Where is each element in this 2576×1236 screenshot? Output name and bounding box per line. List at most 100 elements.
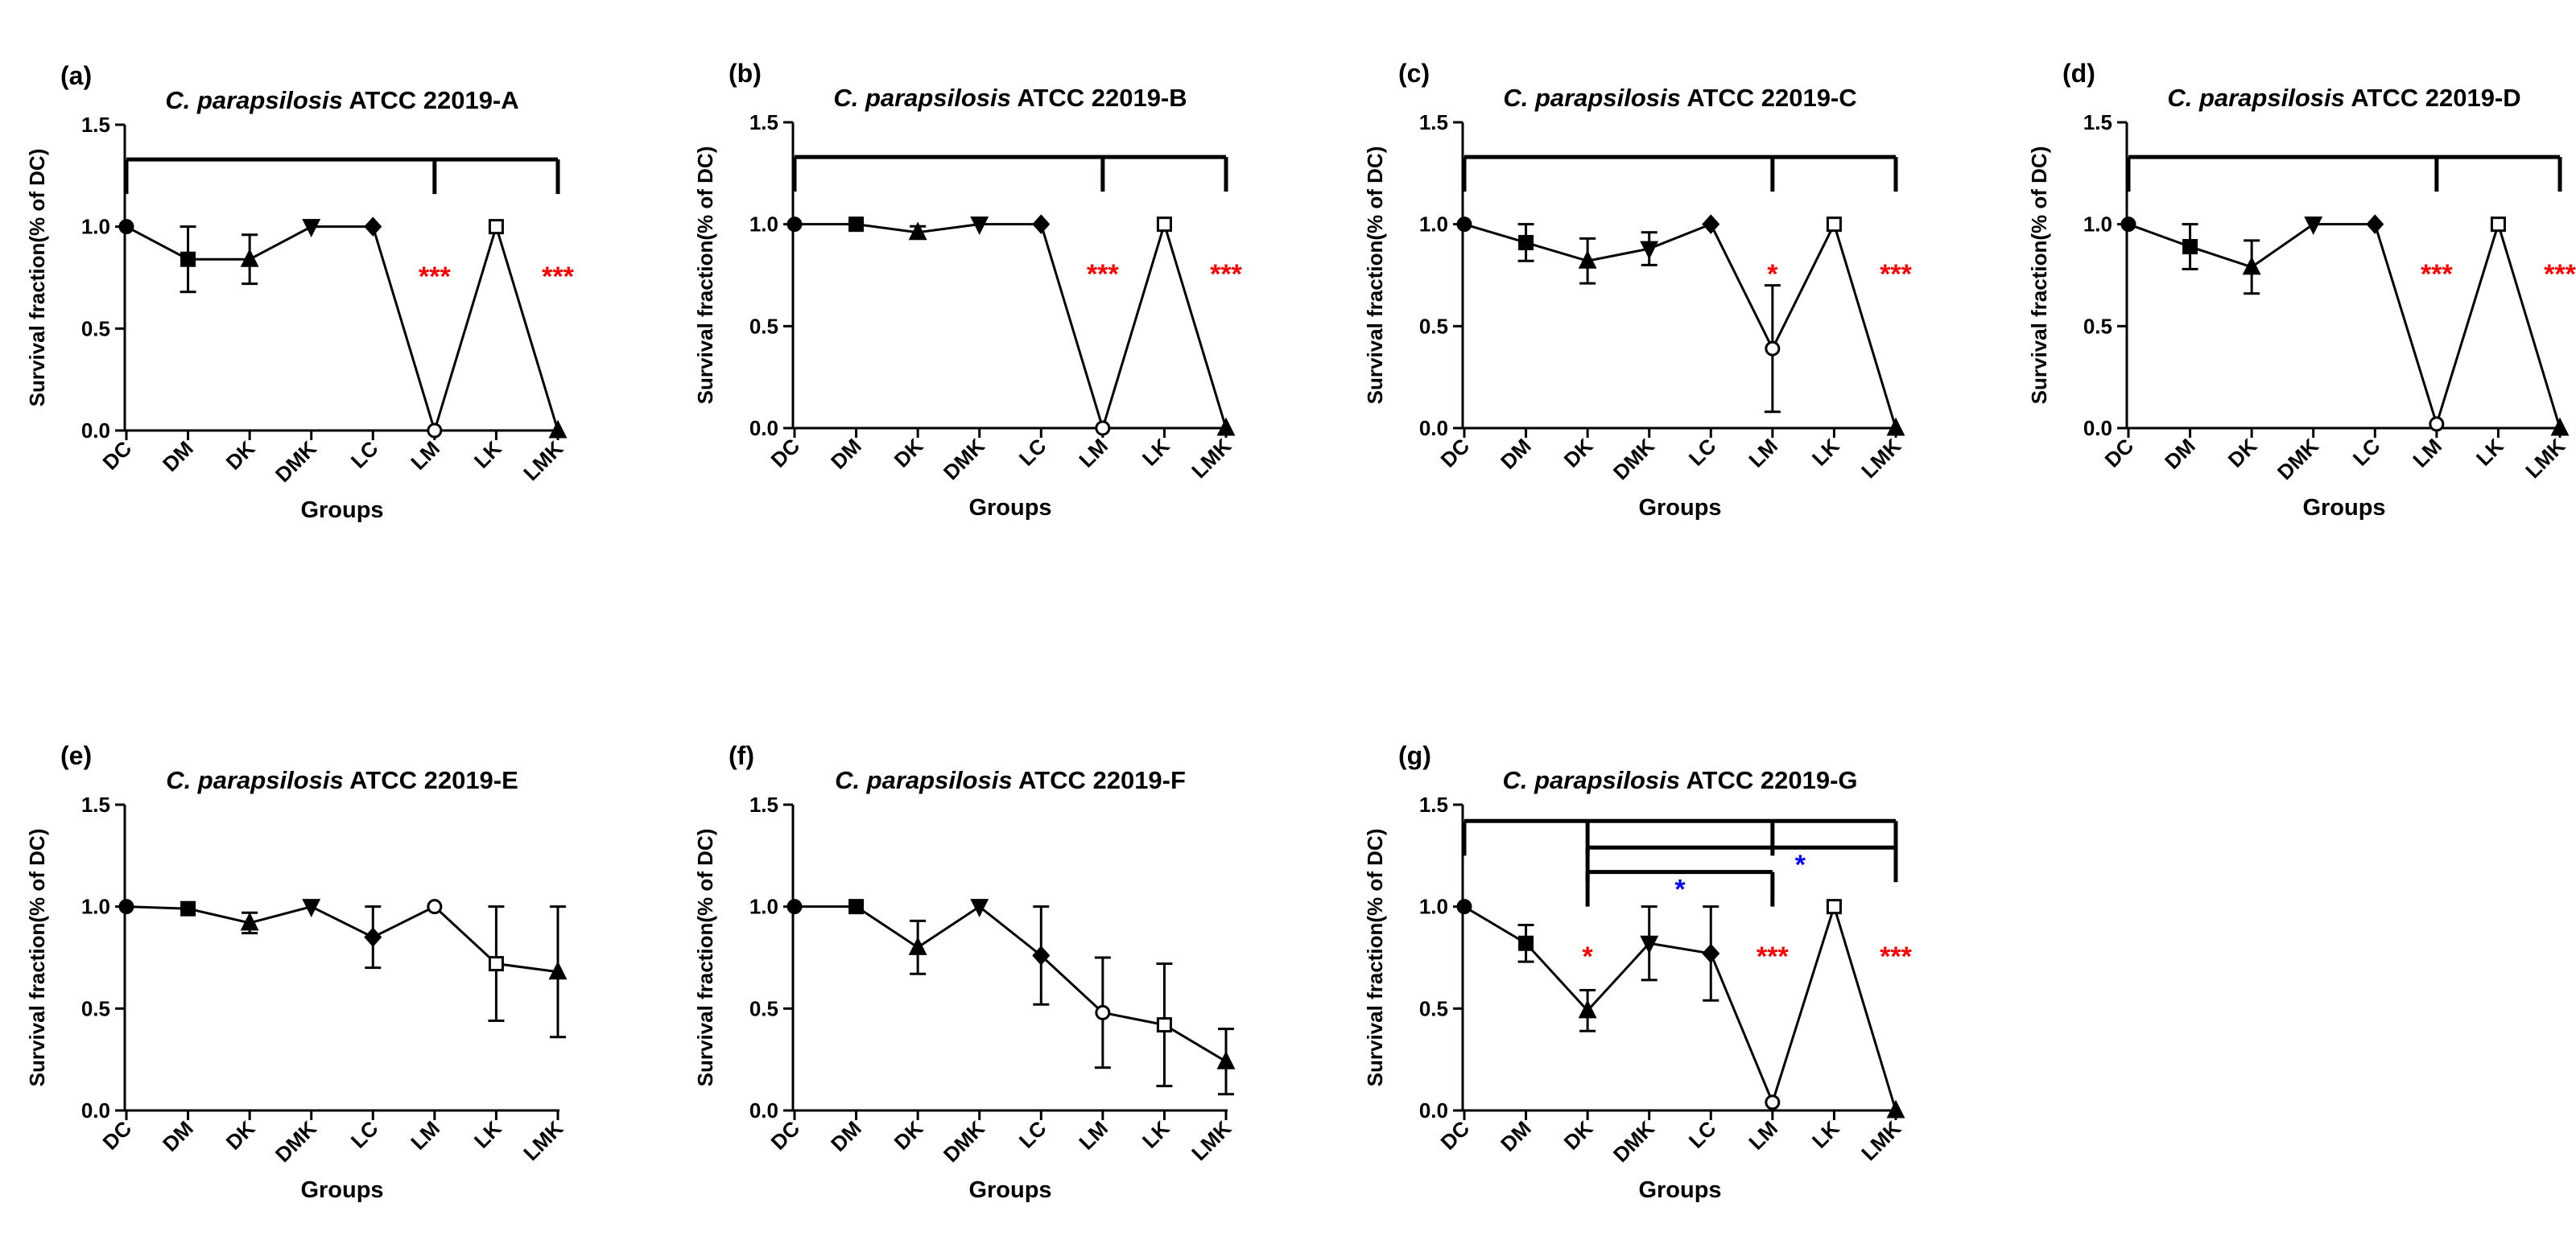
- x-tick-label: DM: [826, 1116, 866, 1156]
- x-tick-label: LC: [2348, 434, 2385, 471]
- y-axis-title: Survival fraction(% of DC): [693, 146, 717, 405]
- data-point-dc: [2120, 216, 2136, 233]
- y-axis-title: Survival fraction(% of DC): [25, 829, 49, 1087]
- x-tick-label: DMK: [939, 434, 989, 484]
- x-tick-label: LC: [346, 1116, 383, 1153]
- x-tick-label: LK: [1807, 1116, 1844, 1153]
- data-point-lc: [1032, 946, 1051, 966]
- chart-title-species: C. parapsilosis: [833, 84, 1011, 112]
- data-point-dm: [1518, 234, 1534, 250]
- data-point-dmk: [2304, 216, 2323, 236]
- x-tick-label: LK: [1137, 434, 1174, 471]
- chart-panel-2: (b) C. parapsilosis ATCC 22019-B 0.0 0.5 1.0…: [693, 59, 1243, 521]
- x-tick-label: LK: [469, 436, 506, 473]
- data-point-dmk: [1640, 935, 1659, 954]
- y-tick-label: 1.5: [1419, 110, 1448, 134]
- chart-panel-5: (e) C. parapsilosis ATCC 22019-E 0.0 0.5 1.0…: [25, 741, 568, 1203]
- x-tick-label: DM: [1496, 1116, 1536, 1156]
- significance-star: *: [1674, 874, 1686, 904]
- data-point-lk: [1156, 1017, 1172, 1033]
- panel-label: (e): [60, 741, 92, 770]
- x-tick-label: LC: [1014, 434, 1051, 471]
- data-line: [126, 222, 559, 435]
- chart-panel-6: (f) C. parapsilosis ATCC 22019-F 0.0 0.5 1.0…: [693, 741, 1236, 1203]
- x-tick-label: LM: [1744, 434, 1782, 472]
- y-tick-label: 0.0: [1419, 416, 1448, 440]
- data-point-dk: [240, 912, 259, 931]
- x-tick-label: DM: [2160, 434, 2200, 474]
- data-point-dm: [2182, 239, 2198, 255]
- chart-title: C. parapsilosis ATCC 22019-A: [165, 86, 518, 114]
- significance-star: ***: [1210, 259, 1242, 290]
- data-point-lmk: [1886, 417, 1905, 436]
- data-point-dmk: [970, 899, 989, 918]
- data-point-lk: [1156, 216, 1172, 233]
- data-point-dm: [180, 251, 196, 267]
- chart-title-strain-suffix: D: [2503, 84, 2520, 112]
- data-point-lc: [364, 927, 382, 947]
- chart-title-strain-prefix: ATCC 22019-: [1680, 766, 1838, 794]
- data-point-dc: [786, 899, 803, 915]
- y-tick-label: 0.5: [749, 996, 778, 1020]
- data-point-lm: [2429, 416, 2445, 432]
- significance-star: ***: [1087, 259, 1119, 290]
- chart-title: C. parapsilosis ATCC 22019-D: [2167, 84, 2520, 112]
- y-tick-label: 0.5: [1419, 996, 1448, 1020]
- significance-star: *: [1767, 259, 1778, 290]
- panel-label: (g): [1398, 741, 1431, 770]
- y-tick-label: 1.0: [749, 895, 778, 919]
- x-tick-label: LMK: [1187, 1116, 1236, 1165]
- data-point-dmk: [302, 899, 321, 918]
- y-tick-label: 0.0: [1419, 1098, 1448, 1123]
- x-tick-label: DMK: [270, 436, 321, 487]
- x-tick-label: DK: [221, 1116, 260, 1155]
- x-axis-title: Groups: [2302, 495, 2385, 521]
- chart-panel-7: (g) C. parapsilosis ATCC 22019-G 0.0 0.5 1.0…: [1363, 741, 1913, 1203]
- y-tick-label: 0.0: [749, 1098, 778, 1123]
- data-point-lmk: [1886, 1099, 1905, 1119]
- significance-star: *: [1795, 850, 1806, 880]
- data-point-dm: [180, 900, 196, 917]
- panel-label: (d): [2062, 59, 2095, 88]
- x-tick-label: DK: [890, 1116, 928, 1155]
- y-axis-title: Survival fraction(% of DC): [1363, 829, 1387, 1087]
- x-tick-label: LC: [1014, 1116, 1051, 1153]
- x-tick-label: DM: [1496, 434, 1536, 474]
- data-point-dk: [240, 248, 259, 267]
- data-point-dk: [1578, 249, 1597, 269]
- data-point-lc: [1702, 214, 1720, 234]
- data-point-dmk: [1640, 241, 1659, 260]
- data-point-lk: [488, 219, 504, 235]
- x-tick-label: DK: [890, 434, 928, 472]
- x-tick-label: LM: [406, 1116, 444, 1155]
- data-point-lmk: [2550, 417, 2570, 436]
- x-tick-label: LK: [469, 1116, 506, 1153]
- y-tick-label: 1.0: [1419, 895, 1448, 919]
- chart-panel-1: (a) C. parapsilosis ATCC 22019-A 0.0 0.5 1.0…: [25, 61, 575, 523]
- chart-title-species: C. parapsilosis: [2167, 84, 2345, 112]
- y-axis-title: Survival fraction(% of DC): [1363, 146, 1387, 405]
- y-tick-label: 1.5: [749, 793, 778, 817]
- y-tick-label: 0.5: [81, 996, 110, 1020]
- chart-title: C. parapsilosis ATCC 22019-F: [835, 766, 1186, 794]
- data-point-dc: [118, 219, 134, 235]
- x-tick-label: DMK: [270, 1116, 321, 1167]
- data-line: [126, 904, 559, 974]
- chart-panel-3: (c) C. parapsilosis ATCC 22019-C 0.0 0.5 1.0…: [1363, 59, 1913, 521]
- chart-title-species: C. parapsilosis: [1503, 84, 1681, 112]
- y-tick-label: 1.5: [2083, 110, 2112, 134]
- x-tick-label: LMK: [2520, 434, 2570, 483]
- data-point-dmk: [970, 216, 989, 236]
- data-point-dm: [848, 899, 865, 915]
- chart-title-strain-prefix: ATCC 22019-: [343, 86, 501, 114]
- chart-title: C. parapsilosis ATCC 22019-B: [833, 84, 1187, 112]
- data-point-lm: [427, 899, 443, 915]
- significance-star: ***: [2421, 259, 2453, 290]
- x-tick-label: LMK: [1856, 1116, 1905, 1165]
- data-line: [1463, 902, 1897, 1111]
- significance-star: ***: [1880, 941, 1912, 972]
- chart-title: C. parapsilosis ATCC 22019-G: [1502, 766, 1857, 794]
- data-point-lmk: [1216, 1050, 1236, 1069]
- x-tick-label: LK: [2471, 434, 2508, 471]
